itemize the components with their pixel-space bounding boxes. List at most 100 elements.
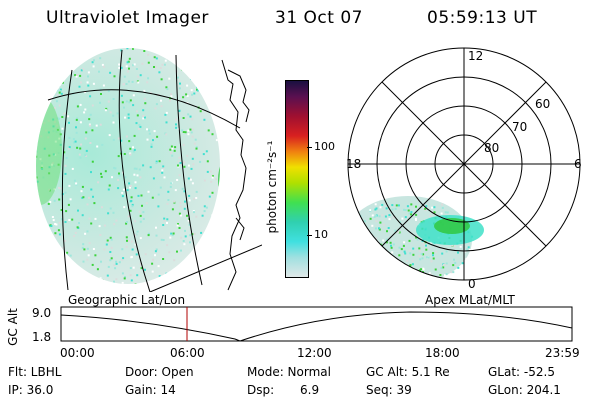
speckle-pixel bbox=[82, 68, 85, 71]
speckle-pixel bbox=[187, 113, 190, 116]
speckle-pixel bbox=[31, 192, 33, 194]
speckle-pixel bbox=[155, 103, 158, 106]
speckle-pixel bbox=[162, 165, 165, 168]
speckle-pixel bbox=[226, 135, 228, 137]
speckle-pixel bbox=[82, 260, 85, 263]
speckle-pixel bbox=[121, 151, 123, 153]
speckle-pixel bbox=[383, 257, 386, 259]
speckle-pixel bbox=[186, 214, 188, 217]
speckle-pixel bbox=[121, 195, 124, 198]
speckle-pixel bbox=[53, 199, 56, 202]
speckle-pixel bbox=[397, 231, 400, 233]
speckle-pixel bbox=[96, 268, 99, 271]
speckle-pixel bbox=[444, 211, 447, 214]
speckle-pixel bbox=[176, 250, 178, 253]
speckle-pixel bbox=[163, 217, 166, 220]
speckle-pixel bbox=[92, 248, 95, 250]
speckle-pixel bbox=[434, 268, 437, 271]
speckle-pixel bbox=[87, 254, 90, 257]
speckle-pixel bbox=[170, 95, 173, 98]
speckle-pixel bbox=[89, 95, 92, 98]
speckle-pixel bbox=[196, 86, 199, 89]
speckle-pixel bbox=[158, 275, 161, 278]
speckle-pixel bbox=[31, 101, 33, 103]
speckle-pixel bbox=[112, 211, 115, 214]
speckle-pixel bbox=[412, 247, 415, 250]
speckle-pixel bbox=[419, 273, 422, 275]
speckle-pixel bbox=[227, 170, 229, 172]
speckle-pixel bbox=[401, 217, 404, 220]
speckle-pixel bbox=[142, 109, 145, 112]
speckle-pixel bbox=[39, 61, 42, 63]
speckle-pixel bbox=[415, 205, 417, 208]
speckle-pixel bbox=[55, 59, 58, 62]
speckle-pixel bbox=[90, 52, 93, 55]
speckle-pixel bbox=[375, 260, 377, 263]
speckle-pixel bbox=[429, 214, 432, 217]
speckle-pixel bbox=[171, 147, 174, 150]
speckle-pixel bbox=[161, 63, 164, 66]
speckle-pixel bbox=[122, 188, 125, 191]
speckle-pixel bbox=[49, 235, 52, 238]
speckle-pixel bbox=[93, 59, 95, 62]
speckle-pixel bbox=[98, 70, 100, 73]
speckle-pixel bbox=[171, 285, 173, 287]
speckle-pixel bbox=[412, 253, 415, 256]
speckle-pixel bbox=[76, 105, 79, 108]
speckle-pixel bbox=[392, 243, 395, 246]
speckle-pixel bbox=[104, 170, 107, 173]
speckle-pixel bbox=[371, 224, 374, 227]
speckle-pixel bbox=[102, 65, 105, 68]
speckle-pixel bbox=[457, 251, 459, 254]
speckle-pixel bbox=[410, 271, 413, 274]
speckle-pixel bbox=[198, 59, 201, 62]
speckle-pixel bbox=[219, 119, 220, 122]
speckle-pixel bbox=[58, 198, 61, 201]
speckle-pixel bbox=[362, 246, 365, 249]
speckle-pixel bbox=[63, 151, 66, 154]
speckle-pixel bbox=[139, 220, 142, 223]
speckle-pixel bbox=[125, 83, 128, 85]
speckle-pixel bbox=[208, 195, 211, 198]
speckle-pixel bbox=[56, 94, 59, 97]
speckle-pixel bbox=[74, 268, 77, 271]
speckle-pixel bbox=[225, 89, 227, 91]
speckle-pixel bbox=[91, 160, 94, 163]
geographic-panel-title: Geographic Lat/Lon bbox=[68, 293, 186, 307]
speckle-pixel bbox=[225, 181, 227, 183]
speckle-pixel bbox=[225, 278, 227, 280]
speckle-pixel bbox=[373, 215, 376, 218]
speckle-pixel bbox=[348, 238, 351, 241]
speckle-pixel bbox=[51, 75, 54, 78]
speckle-pixel bbox=[142, 217, 145, 220]
speckle-pixel bbox=[131, 80, 134, 83]
speckle-pixel bbox=[64, 240, 66, 242]
speckle-pixel bbox=[76, 74, 79, 76]
observation-date: 31 Oct 07 bbox=[275, 8, 363, 28]
speckle-pixel bbox=[356, 227, 359, 230]
speckle-pixel bbox=[44, 48, 47, 49]
speckle-pixel bbox=[390, 244, 392, 247]
speckle-pixel bbox=[55, 269, 57, 272]
speckle-pixel bbox=[31, 200, 33, 202]
speckle-pixel bbox=[121, 258, 124, 261]
speckle-pixel bbox=[204, 262, 207, 265]
speckle-pixel bbox=[410, 213, 413, 216]
speckle-pixel bbox=[162, 239, 165, 241]
speckle-pixel bbox=[101, 63, 104, 66]
speckle-pixel bbox=[56, 82, 59, 85]
speckle-pixel bbox=[139, 74, 142, 77]
speckle-pixel bbox=[216, 208, 219, 210]
speckle-pixel bbox=[376, 246, 379, 249]
speckle-pixel bbox=[87, 276, 90, 279]
speckle-pixel bbox=[179, 162, 182, 164]
speckle-pixel bbox=[88, 196, 90, 199]
speckle-pixel bbox=[167, 199, 170, 201]
speckle-pixel bbox=[85, 131, 88, 134]
speckle-pixel bbox=[397, 282, 399, 284]
speckle-pixel bbox=[199, 243, 201, 245]
speckle-pixel bbox=[129, 274, 132, 277]
speckle-pixel bbox=[433, 206, 436, 209]
speckle-pixel bbox=[135, 122, 138, 125]
speckle-pixel bbox=[127, 80, 130, 83]
